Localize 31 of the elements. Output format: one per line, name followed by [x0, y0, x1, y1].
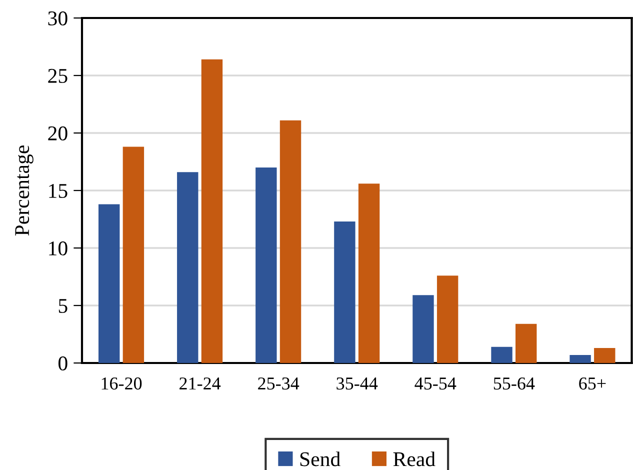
x-tick-label: 65+ — [579, 377, 606, 390]
bar — [516, 324, 537, 363]
y-tick-label: 0 — [58, 356, 68, 370]
legend-label: Send — [300, 452, 340, 466]
y-tick-label: 25 — [48, 68, 68, 83]
x-tick-label: 25-34 — [258, 377, 300, 390]
bar — [177, 172, 198, 363]
y-axis-title: Percentage — [15, 146, 34, 236]
bar — [594, 348, 616, 363]
bar — [201, 59, 223, 363]
bar — [436, 276, 458, 363]
bar — [334, 222, 356, 363]
x-tick-label: 21-24 — [180, 377, 221, 390]
bar — [98, 204, 120, 363]
y-tick-label: 5 — [58, 299, 68, 313]
bar — [256, 168, 277, 363]
y-tick-label: 15 — [49, 184, 68, 198]
y-tick-label: 30 — [48, 11, 68, 26]
bar — [412, 295, 434, 363]
legend-label: Read — [393, 452, 436, 466]
x-tick-label: 16-20 — [102, 377, 142, 390]
x-tick-label: 45-54 — [414, 378, 456, 390]
bar — [491, 346, 512, 363]
bar — [358, 184, 380, 363]
bar — [122, 146, 144, 363]
bar — [570, 354, 591, 363]
bar — [280, 120, 302, 363]
x-tick-label: 35-44 — [336, 377, 378, 390]
y-tick-label: 20 — [48, 126, 68, 140]
y-tick-label: 10 — [49, 241, 68, 256]
x-tick-label: 55-64 — [494, 377, 535, 390]
